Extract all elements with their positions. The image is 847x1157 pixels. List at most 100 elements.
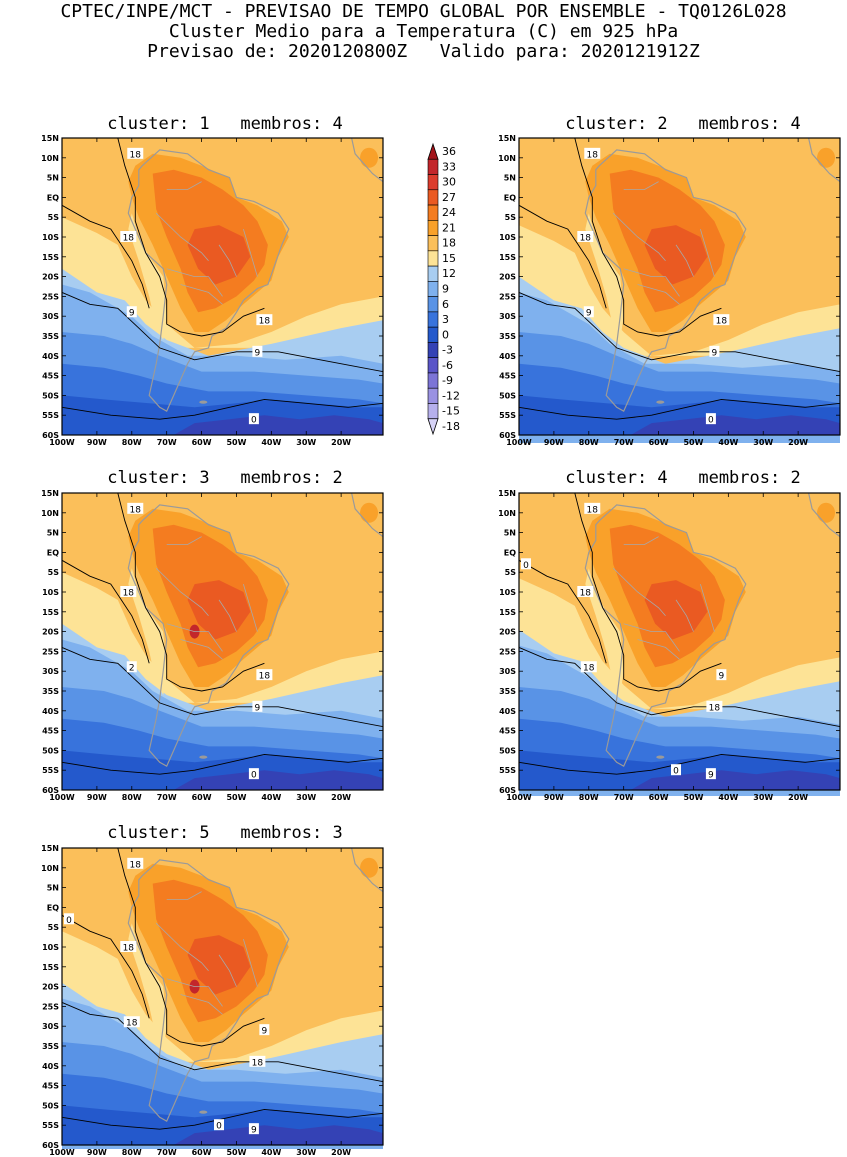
lat-label: 35S <box>42 1042 59 1051</box>
contour-label-bg <box>120 941 137 952</box>
coastline-africa <box>351 847 384 893</box>
lat-label: 20S <box>42 628 59 637</box>
lat-label: 55S <box>42 1121 59 1130</box>
political-border <box>155 212 209 262</box>
lat-label: 5S <box>48 213 60 222</box>
contour-label-bg <box>127 502 144 514</box>
political-border <box>180 639 223 660</box>
lat-label: 30S <box>499 667 516 676</box>
contour-label: 9 <box>255 703 261 713</box>
contour-label-bg <box>63 913 74 925</box>
lat-label: 60S <box>499 431 516 440</box>
contour-label: 0 <box>523 561 529 571</box>
lat-label: 5S <box>505 213 517 222</box>
contour-label-bg <box>671 764 682 776</box>
contour-0 <box>61 1108 384 1130</box>
contour-label-bg <box>259 1024 270 1036</box>
band-27-30 <box>187 225 251 285</box>
contour-0 <box>61 398 384 420</box>
lon-label: 100W <box>49 1148 75 1157</box>
contour-label: 18 <box>130 150 142 160</box>
contour-18-pacific <box>61 559 150 664</box>
coastline-south-america <box>584 504 747 768</box>
lat-label: 20S <box>499 628 516 637</box>
political-border <box>243 228 258 277</box>
lat-label: 30S <box>42 667 59 676</box>
political-border <box>155 922 209 972</box>
political-border <box>218 599 237 632</box>
contour-label: 18 <box>126 1019 138 1029</box>
map-frame <box>61 847 384 1146</box>
colorbar-swatch <box>427 189 439 206</box>
lon-label: 50W <box>226 793 246 802</box>
political-border <box>623 536 659 545</box>
falkland-islands <box>656 755 665 759</box>
map-frame <box>518 492 841 791</box>
colorbar-swatch <box>427 204 439 221</box>
lon-label: 40W <box>718 438 738 447</box>
lat-label: 10S <box>499 588 516 597</box>
contour-label-bg <box>252 700 263 712</box>
contour-18-north <box>117 492 265 692</box>
political-border <box>243 583 258 632</box>
lon-label: 90W <box>544 438 564 447</box>
lat-label: 10N <box>498 509 516 518</box>
lon-label: 80W <box>122 438 142 447</box>
lat-label: 10N <box>498 154 516 163</box>
lat-label: 15N <box>498 489 516 498</box>
colorbar-label: 3 <box>442 313 449 326</box>
contour-label: 9 <box>129 309 135 319</box>
contour-label-bg <box>716 669 727 681</box>
contour-9 <box>518 646 841 728</box>
colorbar-label: 0 <box>442 328 449 341</box>
contour-label: 18 <box>259 672 271 682</box>
lat-label: 5S <box>505 568 517 577</box>
header-line-1: CPTEC/INPE/MCT - PREVISAO DE TEMPO GLOBA… <box>60 1 787 22</box>
colorbar-swatch-top <box>427 142 439 160</box>
lat-label: 40S <box>499 352 516 361</box>
contour-label-bg <box>709 345 720 357</box>
lat-label: 15S <box>42 253 59 262</box>
band-minus3-0 <box>173 1125 383 1145</box>
contour-label: 18 <box>709 703 721 713</box>
lon-label: 100W <box>506 438 532 447</box>
colorbar-label: -9 <box>442 374 453 387</box>
lat-label: 55S <box>42 766 59 775</box>
lat-label: 15S <box>499 253 516 262</box>
lat-label: 25S <box>42 292 59 301</box>
political-border <box>166 891 202 900</box>
colorbar-label: 36 <box>442 145 456 158</box>
contour-label: 18 <box>580 234 592 244</box>
political-border <box>166 978 223 1007</box>
lat-label: 25S <box>499 292 516 301</box>
contour-label: 18 <box>580 589 592 599</box>
lon-label: 50W <box>683 438 703 447</box>
coastline-south-america <box>127 504 290 768</box>
lon-label: 30W <box>753 438 773 447</box>
contour-label: 9 <box>719 672 725 682</box>
lat-label: 40S <box>42 707 59 716</box>
lat-label: 20S <box>42 273 59 282</box>
contour-0 <box>61 753 384 775</box>
contour-label-bg <box>584 502 601 514</box>
political-border <box>612 567 666 617</box>
lon-label: 60W <box>192 793 212 802</box>
contour-9 <box>61 291 384 373</box>
africa-warm <box>817 502 836 523</box>
lat-label: 40S <box>42 1062 59 1071</box>
lat-label: 5N <box>504 529 516 538</box>
lat-label: 60S <box>42 431 59 440</box>
contour-label-bg <box>705 413 716 425</box>
lat-label: 30S <box>42 312 59 321</box>
contour-label: 0 <box>251 416 257 426</box>
contour-label: 9 <box>251 1126 257 1136</box>
lon-label: 100W <box>49 793 75 802</box>
contour-9 <box>518 291 841 373</box>
lat-label: EQ <box>504 548 516 557</box>
contour-label: 18 <box>259 317 271 327</box>
political-border <box>166 268 223 297</box>
lon-label: 80W <box>122 1148 142 1157</box>
band-minus3-0 <box>630 770 840 790</box>
political-border <box>623 181 659 190</box>
